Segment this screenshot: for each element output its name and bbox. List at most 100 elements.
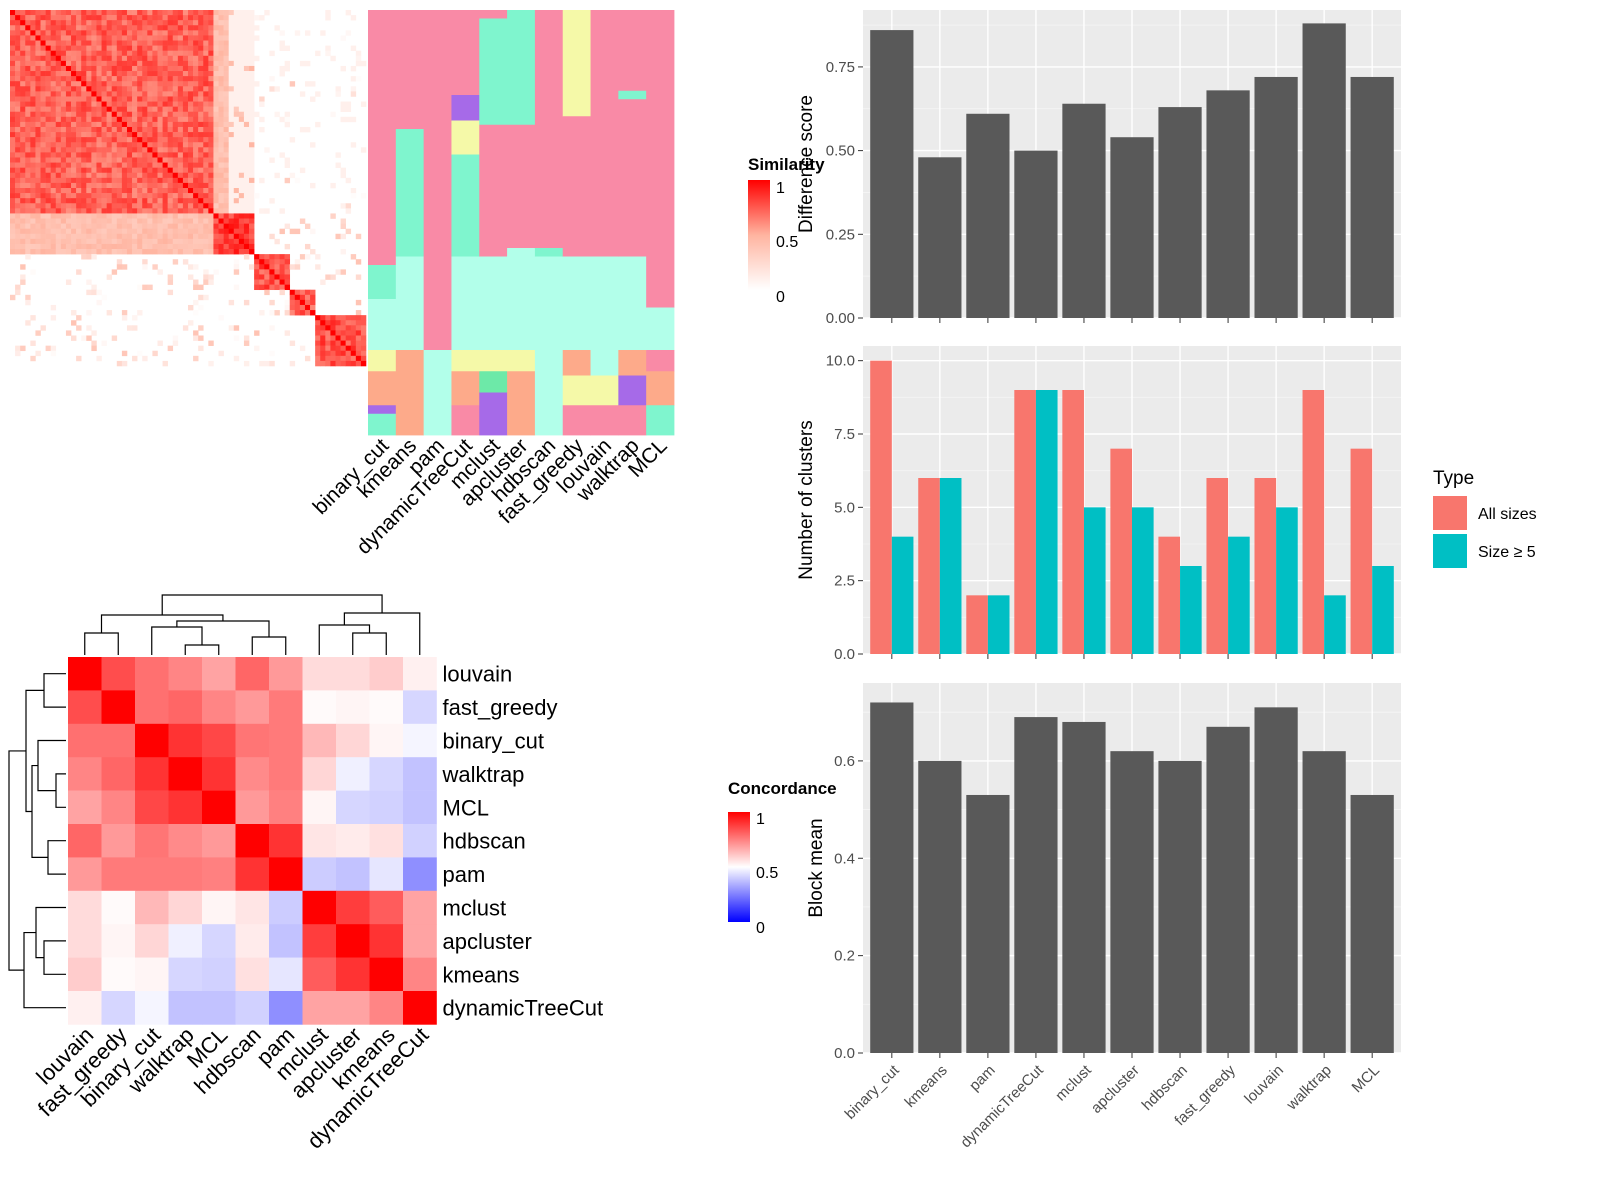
- similarity-cell: [162, 65, 168, 72]
- similarity-cell: [45, 208, 51, 214]
- similarity-cell: [25, 50, 31, 57]
- similarity-cell: [203, 111, 209, 118]
- similarity-cell: [86, 167, 92, 174]
- similarity-cell: [86, 162, 92, 168]
- similarity-color-bar: [748, 180, 770, 290]
- similarity-cell: [218, 121, 224, 128]
- cluster-segment: [618, 375, 647, 406]
- concordance-cell: [235, 690, 270, 725]
- similarity-cell: [147, 20, 153, 26]
- similarity-cell: [223, 208, 229, 214]
- similarity-cell: [249, 249, 255, 255]
- similarity-cell: [106, 233, 113, 240]
- similarity-cell: [25, 238, 31, 245]
- similarity-cell: [182, 233, 189, 240]
- dendrogram-link: [151, 626, 203, 655]
- similarity-cell: [15, 172, 21, 179]
- similarity-cell: [142, 91, 148, 97]
- similarity-cell: [223, 203, 229, 209]
- similarity-cell: [10, 238, 16, 245]
- similarity-cell: [249, 96, 255, 102]
- similarity-cell: [101, 76, 107, 82]
- y-tick-label: 10.0: [826, 353, 855, 370]
- similarity-cell: [106, 121, 113, 128]
- concordance-cell: [269, 790, 303, 825]
- similarity-cell: [330, 340, 336, 346]
- similarity-cell: [106, 228, 113, 235]
- similarity-cell: [55, 55, 62, 62]
- similarity-cell: [243, 152, 250, 158]
- concordance-cell: [369, 757, 404, 791]
- similarity-cell: [20, 208, 26, 214]
- similarity-cell: [15, 228, 21, 235]
- similarity-cell: [182, 10, 189, 16]
- bar: [891, 536, 914, 654]
- concordance-cell: [235, 824, 270, 858]
- similarity-cell: [106, 50, 113, 57]
- similarity-cell: [25, 152, 31, 158]
- similarity-cell: [111, 25, 118, 31]
- bar: [1014, 150, 1058, 318]
- similarity-cell: [335, 355, 341, 362]
- similarity-cell: [299, 126, 306, 133]
- similarity-cell: [10, 208, 16, 214]
- similarity-cell: [91, 45, 97, 51]
- similarity-cell: [25, 162, 31, 168]
- similarity-cell: [198, 91, 204, 97]
- similarity-cell: [264, 284, 270, 291]
- similarity-cell: [106, 193, 113, 199]
- similarity-cell: [162, 218, 168, 224]
- similarity-cell: [198, 172, 204, 179]
- similarity-cell: [213, 167, 219, 174]
- y-tick-label: 0.25: [826, 226, 855, 243]
- similarity-cell: [126, 182, 133, 189]
- similarity-cell: [30, 269, 36, 275]
- similarity-cell: [147, 218, 153, 224]
- bar: [1302, 390, 1325, 654]
- similarity-cell: [45, 111, 51, 118]
- similarity-cell: [198, 284, 204, 291]
- similarity-cell: [10, 162, 16, 168]
- similarity-cell: [193, 121, 199, 128]
- similarity-cell: [111, 50, 118, 57]
- similarity-cell: [228, 137, 235, 143]
- similarity-cell: [86, 223, 92, 229]
- similarity-cell: [157, 55, 163, 62]
- similarity-cell: [81, 132, 87, 138]
- similarity-cell: [71, 335, 77, 341]
- similarity-cell: [111, 116, 118, 123]
- similarity-cell: [121, 360, 128, 367]
- similarity-cell: [40, 325, 46, 331]
- similarity-cell: [101, 172, 107, 179]
- similarity-cell: [279, 284, 285, 291]
- concordance-heatmap: [68, 657, 437, 1025]
- similarity-cell: [172, 35, 179, 41]
- similarity-cell: [238, 81, 245, 87]
- similarity-cell: [264, 264, 270, 270]
- concordance-cell: [336, 690, 370, 725]
- similarity-cell: [249, 25, 255, 31]
- similarity-cell: [167, 188, 174, 194]
- similarity-cell: [65, 15, 72, 21]
- similarity-cell: [218, 233, 224, 240]
- similarity-cell: [269, 274, 275, 280]
- similarity-cell: [50, 142, 57, 148]
- similarity-cell: [167, 249, 174, 255]
- similarity-cell: [223, 65, 229, 72]
- similarity-cell: [20, 162, 26, 168]
- similarity-cell: [86, 310, 92, 316]
- similarity-cell: [116, 193, 123, 199]
- similarity-cell: [330, 111, 336, 118]
- similarity-cell: [193, 10, 199, 16]
- similarity-cell: [198, 193, 204, 199]
- similarity-cell: [162, 360, 168, 367]
- similarity-cell: [50, 193, 57, 199]
- similarity-cell: [218, 71, 224, 77]
- similarity-cell: [182, 157, 189, 163]
- similarity-cell: [10, 157, 16, 163]
- similarity-cell: [157, 243, 163, 250]
- bar: [1276, 507, 1298, 654]
- similarity-cell: [243, 188, 250, 194]
- concordance-tick-0: 0: [756, 920, 765, 937]
- similarity-cell: [172, 172, 179, 179]
